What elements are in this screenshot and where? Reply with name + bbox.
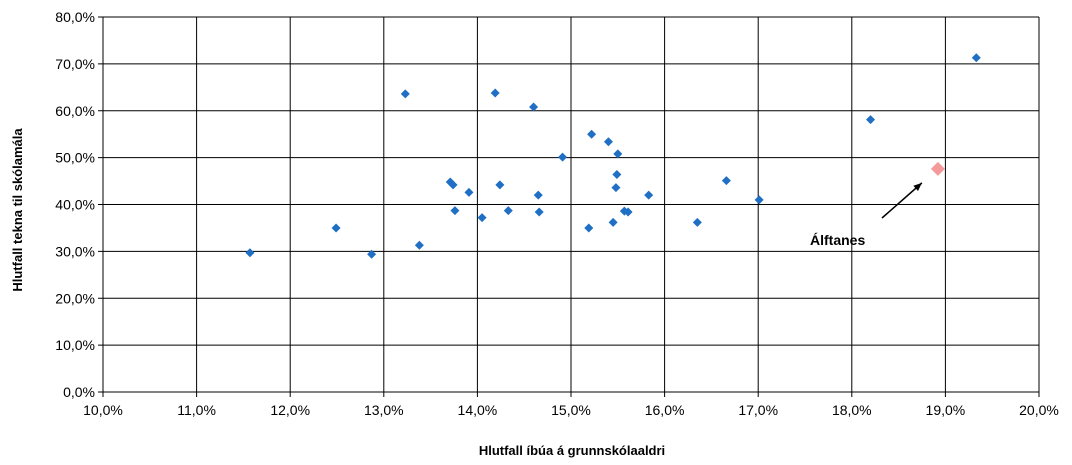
x-tick-label: 15,0% [551,402,591,418]
annotation-label: Álftanes [810,232,865,248]
data-point [367,249,377,259]
x-tick-labels: 10,0% 11,0% 12,0% 13,0% 14,0% 15,0% 16,0% 17,0%… [83,402,1059,418]
y-axis-title: Hlutfall tekna til skólamála [10,128,25,292]
data-point [866,115,876,125]
y-tick-label: 10,0% [55,337,95,353]
data-point [464,187,474,197]
annotation-arrowhead [913,182,922,191]
x-tick-label: 13,0% [364,402,404,418]
data-point [603,137,613,147]
x-tick-label: 11,0% [177,402,216,418]
data-point [692,217,702,227]
annotations: Álftanes [810,182,923,248]
grid [98,16,1040,397]
data-point [584,223,594,233]
data-point [611,183,621,193]
data-point [477,213,487,223]
y-tick-label: 30,0% [55,243,95,259]
data-point [448,180,458,190]
data-point [331,223,341,233]
data-point [450,206,460,216]
data-point [495,180,505,190]
data-point [490,88,500,98]
annotation-arrow [881,182,923,219]
y-tick-label: 60,0% [55,103,95,119]
x-axis-title: Hlutfall íbúa á grunnskólaaldri [479,443,665,458]
data-point [534,207,544,217]
x-tick-label: 19,0% [926,402,966,418]
y-tick-label: 80,0% [55,9,95,25]
x-tick-label: 17,0% [738,402,778,418]
y-tick-label: 50,0% [55,150,95,166]
x-tick-label: 14,0% [458,402,498,418]
y-tick-label: 20,0% [55,290,95,306]
y-tick-label: 70,0% [55,56,95,72]
data-point [623,207,633,217]
data-point [754,195,764,205]
x-tick-label: 10,0% [83,402,123,418]
data-point [613,149,623,159]
y-tick-labels: 0,0% 10,0% 20,0% 30,0% 40,0% 50,0% 60,0% 70,0% 8… [55,9,95,400]
data-point [529,102,539,112]
data-point [587,129,597,139]
data-point [612,170,622,179]
y-tick-label: 0,0% [63,384,95,400]
highlight-point [930,161,945,176]
data-point [400,89,410,99]
data-point [414,240,424,250]
data-point [558,152,568,162]
data-points [245,53,981,259]
data-point [644,190,654,200]
data-point [971,53,981,63]
x-tick-label: 12,0% [270,402,310,418]
x-tick-label: 20,0% [1019,402,1059,418]
y-tick-label: 40,0% [55,197,95,213]
data-point [721,176,731,186]
x-tick-label: 16,0% [645,402,685,418]
data-point [608,217,618,227]
x-tick-label: 18,0% [832,402,872,418]
data-point [245,248,255,258]
data-point [533,190,543,200]
data-point [503,206,513,216]
